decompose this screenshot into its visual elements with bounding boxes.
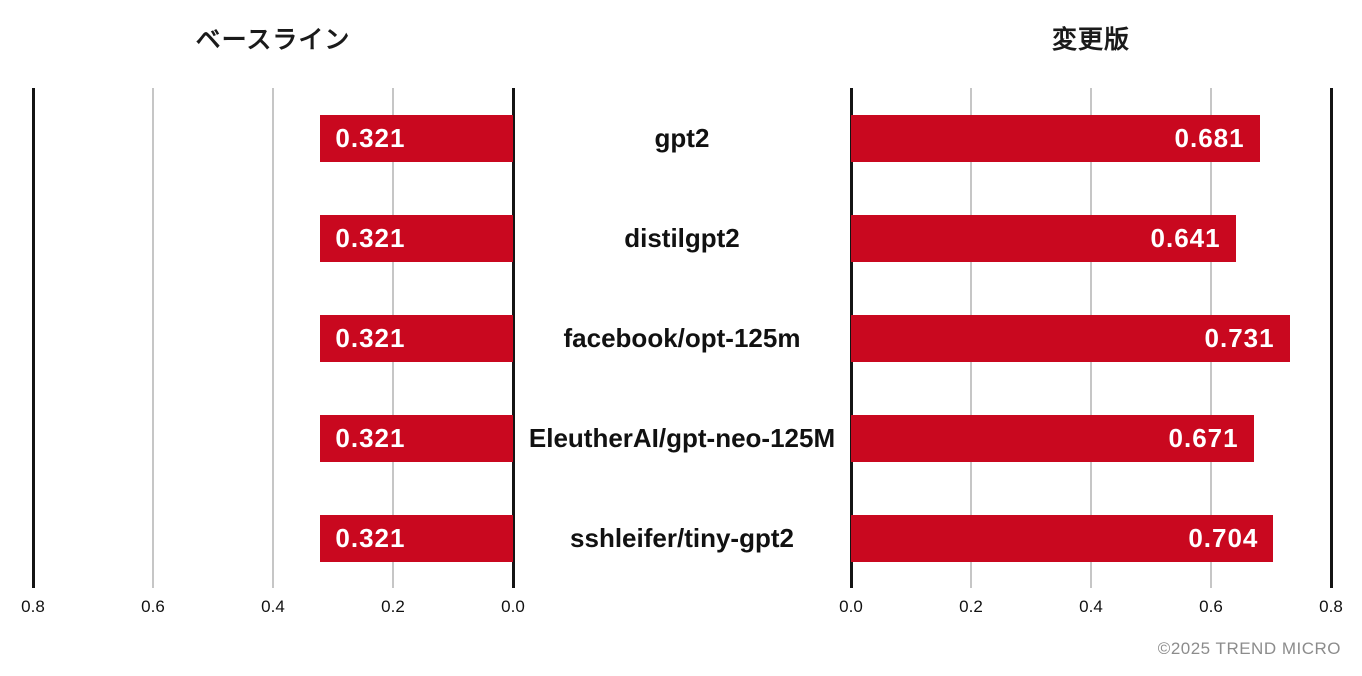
bar-row: 0.641	[851, 188, 1331, 288]
axis-tick-label: 0.6	[141, 597, 165, 616]
bar: 0.321	[320, 314, 513, 362]
bar-value-label: 0.321	[335, 322, 406, 353]
bar-value-label: 0.641	[1150, 222, 1221, 253]
bar-value-label: 0.681	[1174, 122, 1245, 153]
bar: 0.641	[851, 214, 1236, 262]
bar-value-label: 0.321	[335, 522, 406, 553]
modified-panel-title: 変更版	[1051, 26, 1130, 54]
baseline-plot: 0.321 0.321 0.321 0.321 0.321	[31, 88, 515, 588]
model-labels: gpt2 distilgpt2 facebook/opt-125m EleutherA…	[513, 88, 851, 588]
bar-row: 0.321	[33, 88, 513, 188]
bar-row: 0.321	[33, 388, 513, 488]
axis-tick-label: 0.4	[1079, 597, 1103, 616]
baseline-axis-tick-labels: 0.8 0.6 0.4 0.2 0.0	[21, 597, 525, 619]
modified-plot: 0.681 0.641 0.731 0.671 0.704	[849, 88, 1333, 588]
bar: 0.704	[851, 514, 1274, 562]
baseline-bars: 0.321 0.321 0.321 0.321 0.321	[33, 88, 513, 588]
axis-tick-label: 0.8	[1319, 597, 1343, 616]
bar-row: 0.731	[851, 288, 1331, 388]
bar-value-label: 0.731	[1204, 322, 1275, 353]
bar-row: 0.681	[851, 88, 1331, 188]
model-label: gpt2	[654, 122, 710, 153]
bar-value-label: 0.671	[1168, 422, 1239, 453]
modified-axis-tick-labels: 0.0 0.2 0.4 0.6 0.8	[839, 597, 1343, 619]
bar: 0.321	[320, 414, 513, 462]
copyright-text: ©2025 TREND MICRO	[1157, 639, 1341, 658]
bar: 0.321	[320, 514, 513, 562]
axis-spine	[1329, 88, 1333, 588]
axis-tick-label: 0.0	[839, 597, 863, 616]
axis-tick-label: 0.0	[501, 597, 525, 616]
bar-value-label: 0.321	[335, 122, 406, 153]
bar-row: 0.671	[851, 388, 1331, 488]
axis-tick-label: 0.2	[381, 597, 405, 616]
axis-tick-label: 0.4	[261, 597, 285, 616]
bar: 0.681	[851, 114, 1260, 162]
bar-value-label: 0.321	[335, 422, 406, 453]
axis-tick-label: 0.6	[1199, 597, 1223, 616]
bar-row: 0.321	[33, 488, 513, 588]
model-label: distilgpt2	[624, 222, 740, 253]
model-label: EleutherAI/gpt-neo-125M	[528, 422, 836, 453]
bar: 0.671	[851, 414, 1254, 462]
gridline	[272, 88, 274, 588]
bar: 0.731	[851, 314, 1290, 362]
bar-row: 0.321	[33, 288, 513, 388]
bar-value-label: 0.321	[335, 222, 406, 253]
modified-bars: 0.681 0.641 0.731 0.671 0.704	[851, 88, 1331, 588]
bar-row: 0.321	[33, 188, 513, 288]
bar-value-label: 0.704	[1188, 522, 1259, 553]
bar: 0.321	[320, 114, 513, 162]
axis-spine	[511, 88, 515, 588]
axis-tick-label: 0.2	[959, 597, 983, 616]
baseline-panel-title: ベースライン	[195, 26, 351, 54]
gridline	[152, 88, 154, 588]
model-label: sshleifer/tiny-gpt2	[570, 522, 794, 553]
model-label: facebook/opt-125m	[563, 322, 801, 353]
bar: 0.321	[320, 214, 513, 262]
axis-tick-label: 0.8	[21, 597, 45, 616]
axis-spine	[31, 88, 35, 588]
bar-row: 0.704	[851, 488, 1331, 588]
